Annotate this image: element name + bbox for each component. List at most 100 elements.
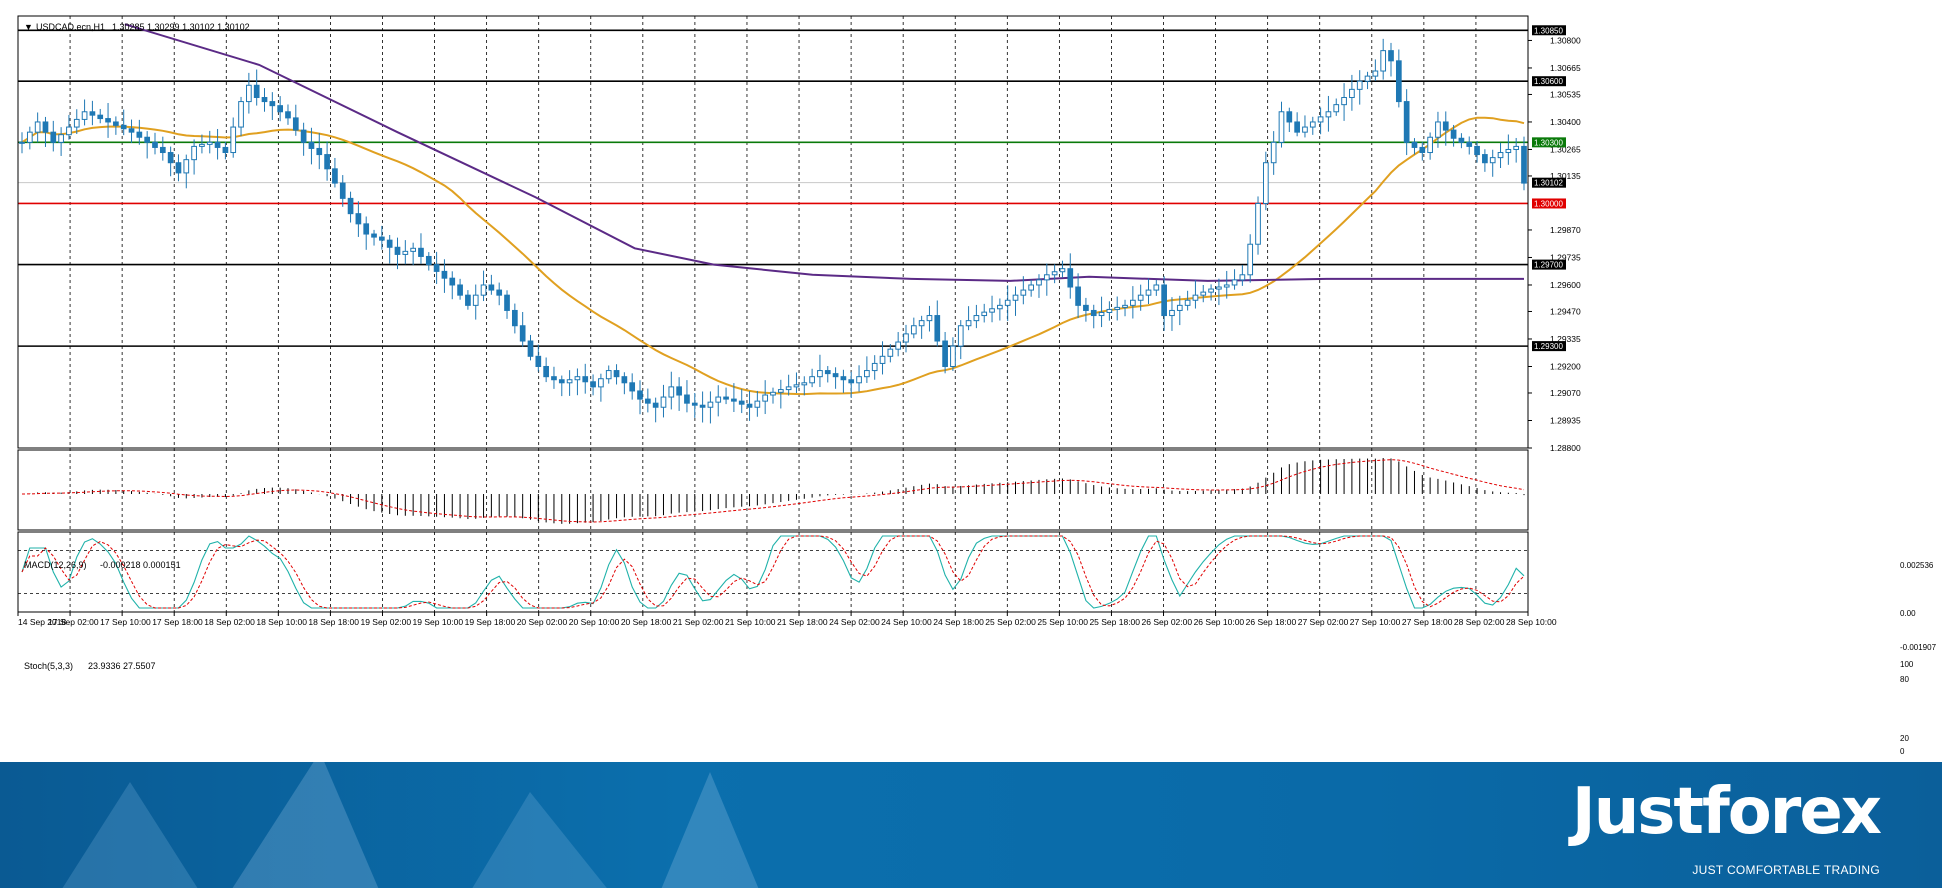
candle-body-bull	[1051, 271, 1058, 276]
candle	[715, 385, 722, 417]
candle-body-bear	[691, 402, 698, 406]
candle-body-bull	[754, 400, 761, 408]
stoch-panel	[18, 535, 1528, 609]
candle-body-bear	[543, 365, 549, 378]
time-tick-label: 25 Sep 10:00	[1037, 617, 1088, 627]
candle-body-bull	[66, 126, 72, 136]
candle	[973, 304, 980, 329]
candle	[277, 96, 284, 122]
macd-panel	[21, 458, 1525, 524]
candle-body-bear	[738, 400, 745, 405]
candle	[1075, 273, 1081, 319]
candle-body-bear	[308, 141, 315, 149]
candle-body-bear	[465, 294, 471, 306]
candle	[1489, 149, 1496, 177]
decor-triangle	[230, 762, 380, 888]
candle-body-bull	[1059, 268, 1066, 273]
candle-body-bear	[300, 129, 307, 143]
candle-body-bear	[152, 141, 158, 148]
horizontal-levels	[18, 29, 1528, 347]
symbol-dropdown-icon[interactable]: ▼	[24, 22, 33, 32]
candle-body-bear	[418, 247, 424, 257]
candle	[425, 252, 432, 271]
candle	[285, 104, 291, 125]
time-tick-label: 26 Sep 02:00	[1142, 617, 1193, 627]
candle	[621, 372, 628, 395]
candle	[1294, 112, 1300, 137]
panel-frame	[17, 531, 1529, 613]
level-label-box	[1532, 341, 1566, 352]
candle-body-bear	[582, 376, 589, 383]
candle-body-bull	[879, 355, 886, 364]
macd-values: -0.000218 0.000151	[100, 560, 181, 570]
candle	[128, 119, 135, 143]
candle-body-bear	[558, 379, 565, 384]
candle-body-bear	[684, 394, 690, 404]
candle	[1458, 133, 1465, 149]
candle-body-bull	[1176, 304, 1183, 311]
time-tick-label: 24 Sep 02:00	[829, 617, 880, 627]
candle	[1403, 89, 1410, 156]
candle-body-bull	[1020, 289, 1027, 296]
candle-body-bear	[637, 390, 643, 400]
macd-tick-top: 0.002536	[1900, 561, 1934, 570]
stoch-tick-80: 80	[1900, 675, 1909, 684]
price-tick-label: 1.29870	[1550, 225, 1581, 235]
candle-body-bear	[644, 398, 651, 404]
candle-body-bull	[871, 362, 878, 372]
candle-body-bear	[347, 197, 354, 215]
candle	[942, 331, 948, 374]
candle	[871, 355, 878, 380]
candle	[26, 126, 33, 150]
time-tick-label: 25 Sep 18:00	[1089, 617, 1140, 627]
candle	[691, 393, 698, 418]
candle-body-bull	[864, 370, 870, 378]
candle	[1270, 131, 1277, 175]
candle	[668, 371, 675, 410]
price-tick-label: 1.30535	[1550, 89, 1581, 99]
candle	[1122, 299, 1128, 317]
candle-body-bull	[605, 370, 612, 380]
candle-body-bull	[887, 348, 894, 357]
stoch-tick-20: 20	[1900, 734, 1909, 743]
candle	[292, 104, 299, 136]
candle-body-bear	[42, 121, 49, 133]
candle-body-bear	[1442, 121, 1449, 131]
last-price-label: 1.30102	[1534, 179, 1563, 188]
candle	[887, 344, 894, 363]
candle	[488, 274, 495, 295]
candle-body-bull	[1435, 121, 1441, 138]
candle-body-bull	[1028, 284, 1035, 291]
candle	[1317, 107, 1324, 135]
candle	[371, 229, 377, 246]
candle	[864, 356, 870, 383]
candle	[574, 368, 581, 396]
candle-body-bear	[840, 376, 847, 381]
level-label-box	[1532, 25, 1566, 36]
candle-body-bear	[144, 136, 151, 143]
candle	[1466, 136, 1473, 155]
time-tick-label: 18 Sep 10:00	[256, 617, 307, 627]
candle	[42, 116, 49, 147]
time-tick-label: 19 Sep 02:00	[360, 617, 411, 627]
candle	[1247, 234, 1254, 283]
last-price-box	[1532, 177, 1566, 188]
price-tick-label: 1.30265	[1550, 144, 1581, 154]
candle-body-bull	[1130, 299, 1136, 306]
candle	[324, 141, 330, 181]
time-tick-label: 20 Sep 10:00	[569, 617, 620, 627]
candle	[1411, 138, 1418, 155]
candle-body-bear	[1075, 286, 1081, 306]
candle-body-bear	[1411, 141, 1418, 148]
candle	[1286, 107, 1293, 132]
candle	[558, 375, 565, 397]
level-label: 1.29700	[1534, 261, 1563, 270]
level-label-box	[1532, 198, 1566, 209]
candle	[676, 377, 682, 411]
candle	[1208, 284, 1214, 301]
candle	[1106, 301, 1113, 321]
candle	[191, 139, 197, 175]
candle	[1450, 124, 1457, 147]
candle	[472, 284, 479, 320]
